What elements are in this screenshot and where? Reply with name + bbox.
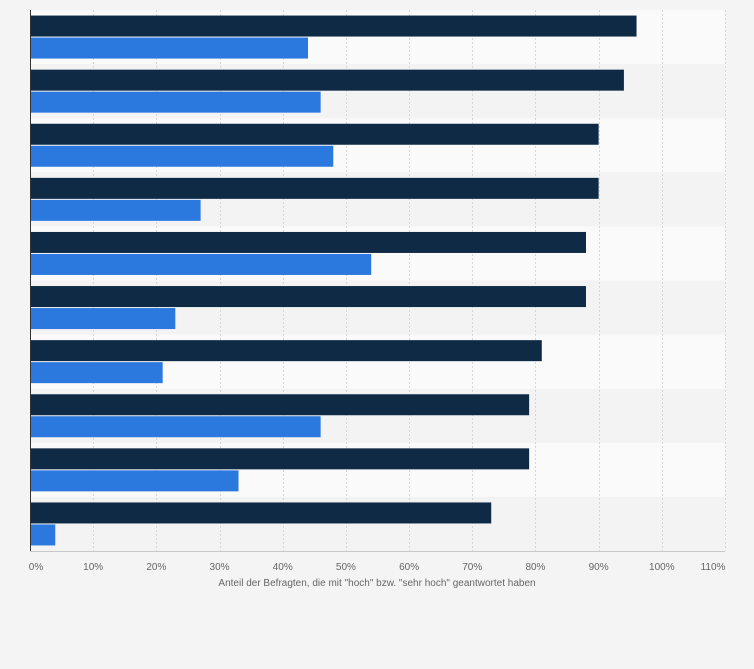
x-tick-labels: 0% 10% 20% 30% 40% 50% 60% 70% 80% 90% 100% 110% [29, 562, 726, 573]
x-tick-label: 20% [146, 562, 166, 573]
axes [30, 10, 725, 552]
x-tick-label: 80% [525, 562, 545, 573]
bar-series-1 [30, 123, 599, 145]
bar-series-2 [30, 199, 201, 221]
x-axis-title: Anteil der Befragten, die mit "hoch" bzw… [218, 578, 535, 589]
bars [30, 15, 637, 546]
bar-series-2 [30, 416, 321, 438]
bar-series-1 [30, 15, 637, 37]
x-tick-label: 0% [29, 562, 44, 573]
bar-series-2 [30, 91, 321, 113]
x-tick-label: 100% [649, 562, 675, 573]
bar-series-2 [30, 362, 163, 384]
bar-series-1 [30, 69, 624, 91]
bar-series-1 [30, 177, 599, 199]
x-tick-label: 60% [399, 562, 419, 573]
x-tick-label: 50% [336, 562, 356, 573]
bar-series-2 [30, 253, 372, 275]
x-tick-label: 10% [83, 562, 103, 573]
bar-series-2 [30, 37, 308, 59]
bar-series-2 [30, 308, 176, 330]
bar-series-1 [30, 448, 530, 470]
x-tick-label: 40% [273, 562, 293, 573]
bar-series-1 [30, 231, 586, 253]
category-bands [30, 10, 725, 551]
bar-series-2 [30, 145, 334, 167]
bar-series-1 [30, 286, 586, 308]
x-tick-label: 90% [589, 562, 609, 573]
x-tick-label: 30% [210, 562, 230, 573]
bar-series-1 [30, 340, 542, 362]
bar-series-2 [30, 470, 239, 492]
x-tick-label: 70% [462, 562, 482, 573]
x-tick-label: 110% [701, 562, 726, 573]
bar-series-2 [30, 524, 56, 546]
bar-series-1 [30, 502, 492, 524]
bar-series-1 [30, 394, 530, 416]
